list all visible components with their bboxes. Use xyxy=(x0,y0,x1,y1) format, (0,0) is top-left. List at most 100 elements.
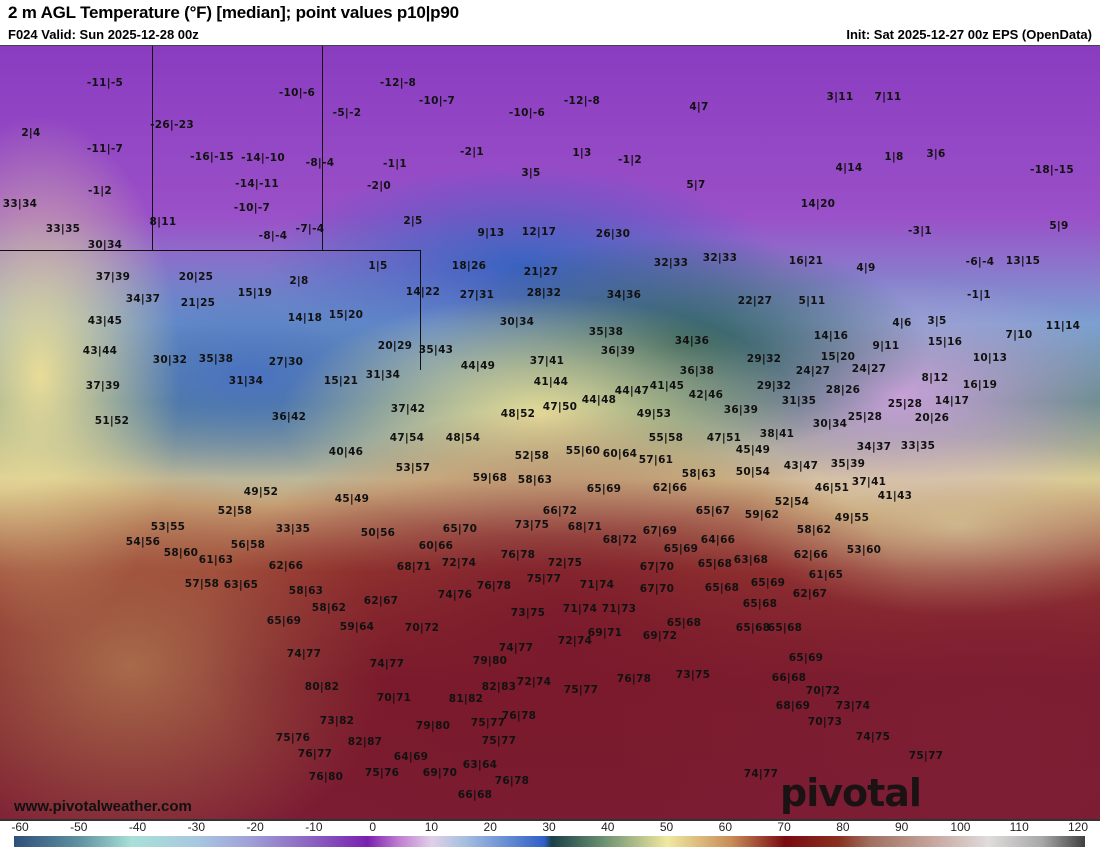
point-value-label: 31|35 xyxy=(781,395,817,407)
point-value-label: 48|54 xyxy=(445,432,481,444)
point-value-label: 1|5 xyxy=(368,260,388,272)
boundary-line xyxy=(152,46,153,250)
point-value-label: -12|-8 xyxy=(563,95,601,107)
point-value-label: 35|39 xyxy=(830,458,866,470)
point-value-label: 58|63 xyxy=(517,474,553,486)
point-value-label: -1|2 xyxy=(617,154,643,166)
colorbar-tick-label: -20 xyxy=(246,820,264,834)
point-value-label: 34|37 xyxy=(856,441,892,453)
point-value-label: 73|82 xyxy=(319,715,355,727)
point-value-label: 29|32 xyxy=(746,353,782,365)
point-value-label: 66|68 xyxy=(771,672,807,684)
point-value-label: 67|69 xyxy=(642,525,678,537)
point-value-label: 65|68 xyxy=(704,582,740,594)
point-value-label: 72|74 xyxy=(441,557,477,569)
point-value-label: 15|20 xyxy=(328,309,364,321)
point-value-label: 55|60 xyxy=(565,445,601,457)
point-value-label: 3|6 xyxy=(926,148,946,160)
point-value-label: 58|63 xyxy=(681,468,717,480)
point-value-label: 69|72 xyxy=(642,630,678,642)
point-value-label: 33|35 xyxy=(275,523,311,535)
point-value-label: 74|77 xyxy=(743,768,779,780)
point-value-label: 42|46 xyxy=(688,389,724,401)
point-value-label: 12|17 xyxy=(521,226,557,238)
point-value-label: 76|78 xyxy=(476,580,512,592)
point-value-label: 5|7 xyxy=(686,179,706,191)
point-value-label: 33|34 xyxy=(2,198,38,210)
point-value-label: 58|63 xyxy=(288,585,324,597)
point-value-label: 44|49 xyxy=(460,360,496,372)
point-value-label: 69|70 xyxy=(422,767,458,779)
point-value-label: 63|68 xyxy=(733,554,769,566)
colorbar-tick-label: -60 xyxy=(11,820,29,834)
boundary-line xyxy=(0,250,420,251)
point-value-label: 2|8 xyxy=(289,275,309,287)
point-value-label: 32|33 xyxy=(702,252,738,264)
point-value-label: 52|58 xyxy=(514,450,550,462)
point-value-label: 14|16 xyxy=(813,330,849,342)
point-value-label: 1|3 xyxy=(572,147,592,159)
point-value-label: 34|37 xyxy=(125,293,161,305)
point-value-label: 33|35 xyxy=(900,440,936,452)
point-value-label: 70|71 xyxy=(376,692,412,704)
point-value-label: -1|2 xyxy=(87,185,113,197)
point-value-label: 33|35 xyxy=(45,223,81,235)
point-value-label: 46|51 xyxy=(814,482,850,494)
point-value-label: 68|69 xyxy=(775,700,811,712)
point-value-label: 28|26 xyxy=(825,384,861,396)
point-value-label: 58|60 xyxy=(163,547,199,559)
colorbar-tick-label: 120 xyxy=(1067,820,1089,834)
point-value-label: 76|78 xyxy=(494,775,530,787)
point-value-label: 45|49 xyxy=(334,493,370,505)
point-value-label: -10|-6 xyxy=(508,107,546,119)
point-value-label: 49|55 xyxy=(834,512,870,524)
point-value-label: 65|68 xyxy=(735,622,771,634)
point-value-label: 52|58 xyxy=(217,505,253,517)
point-value-label: 15|19 xyxy=(237,287,273,299)
init-time: Init: Sat 2025-12-27 00z EPS (OpenData) xyxy=(846,27,1092,42)
colorbar-tick-label: 100 xyxy=(950,820,971,834)
point-value-label: 50|56 xyxy=(360,527,396,539)
point-value-label: -7|-4 xyxy=(295,223,325,235)
point-value-label: 8|12 xyxy=(921,372,949,384)
point-value-label: 74|76 xyxy=(437,589,473,601)
point-value-label: 65|69 xyxy=(586,483,622,495)
point-value-label: 79|80 xyxy=(415,720,451,732)
point-value-label: 47|54 xyxy=(389,432,425,444)
point-value-label: 71|74 xyxy=(562,603,598,615)
watermark-url: www.pivotalweather.com xyxy=(14,798,192,815)
colorbar-tick-label: -50 xyxy=(70,820,88,834)
point-value-label: 65|68 xyxy=(697,558,733,570)
point-value-label: 5|9 xyxy=(1049,220,1069,232)
point-value-label: -2|0 xyxy=(366,180,392,192)
point-value-label: 27|30 xyxy=(268,356,304,368)
point-value-label: 32|33 xyxy=(653,257,689,269)
point-value-label: 71|73 xyxy=(601,603,637,615)
point-value-label: 75|76 xyxy=(364,767,400,779)
colorbar xyxy=(14,836,1085,847)
point-value-label: 40|46 xyxy=(328,446,364,458)
point-value-label: 59|64 xyxy=(339,621,375,633)
colorbar-tick-label: -30 xyxy=(187,820,205,834)
point-value-label: 59|68 xyxy=(472,472,508,484)
point-value-label: 72|74 xyxy=(516,676,552,688)
point-value-label: 70|73 xyxy=(807,716,843,728)
point-value-label: 24|27 xyxy=(851,363,887,375)
temperature-map: www.pivotalweather.com pivotal weather -… xyxy=(0,45,1100,821)
point-value-label: 74|77 xyxy=(498,642,534,654)
point-value-label: 37|41 xyxy=(529,355,565,367)
point-value-label: -10|-7 xyxy=(233,202,271,214)
point-value-label: 65|68 xyxy=(742,598,778,610)
point-value-label: 14|20 xyxy=(800,198,836,210)
point-value-label: 4|6 xyxy=(892,317,912,329)
point-value-label: 30|32 xyxy=(152,354,188,366)
point-value-label: 49|53 xyxy=(636,408,672,420)
point-value-label: -14|-11 xyxy=(235,178,279,190)
point-value-label: 26|30 xyxy=(595,228,631,240)
point-value-label: 57|58 xyxy=(184,578,220,590)
point-value-label: 76|80 xyxy=(308,771,344,783)
point-value-label: 56|58 xyxy=(230,539,266,551)
point-value-label: 76|78 xyxy=(500,549,536,561)
point-value-label: 30|34 xyxy=(499,316,535,328)
point-value-label: 27|31 xyxy=(459,289,495,301)
